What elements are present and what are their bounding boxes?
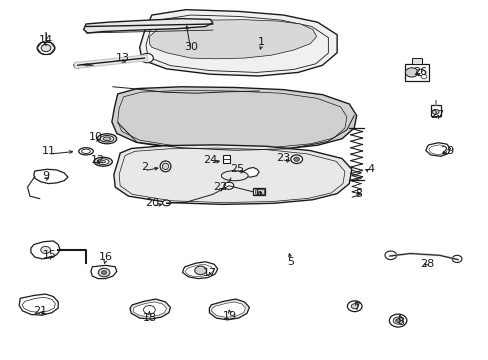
Polygon shape xyxy=(34,169,68,184)
Ellipse shape xyxy=(79,148,93,155)
Polygon shape xyxy=(114,145,351,204)
Ellipse shape xyxy=(94,157,112,166)
Bar xyxy=(223,155,229,163)
Ellipse shape xyxy=(160,161,170,172)
Text: 8: 8 xyxy=(396,317,403,327)
Polygon shape xyxy=(133,302,166,317)
Text: 15: 15 xyxy=(42,250,56,260)
Circle shape xyxy=(290,155,302,163)
Circle shape xyxy=(194,266,206,275)
Circle shape xyxy=(420,75,426,79)
Ellipse shape xyxy=(97,159,109,165)
Circle shape xyxy=(388,314,406,327)
Polygon shape xyxy=(184,264,213,277)
Polygon shape xyxy=(130,299,170,319)
Polygon shape xyxy=(425,143,449,156)
Polygon shape xyxy=(118,90,346,148)
Circle shape xyxy=(431,109,438,114)
Circle shape xyxy=(143,306,155,314)
Text: 12: 12 xyxy=(91,155,105,165)
Text: 17: 17 xyxy=(203,268,217,278)
Text: 30: 30 xyxy=(183,42,198,52)
Text: 3: 3 xyxy=(355,189,362,199)
Circle shape xyxy=(416,69,425,76)
Circle shape xyxy=(102,271,106,274)
Circle shape xyxy=(384,251,396,260)
Text: 16: 16 xyxy=(98,252,112,262)
Circle shape xyxy=(41,44,51,51)
Ellipse shape xyxy=(97,134,117,144)
Circle shape xyxy=(224,182,233,189)
Text: 10: 10 xyxy=(89,132,102,142)
Text: 25: 25 xyxy=(230,164,244,174)
Polygon shape xyxy=(22,297,55,312)
Bar xyxy=(411,58,421,64)
Circle shape xyxy=(350,304,357,309)
Polygon shape xyxy=(211,302,245,318)
Text: 28: 28 xyxy=(419,259,434,269)
Bar xyxy=(254,189,264,194)
Text: 21: 21 xyxy=(34,306,48,316)
Text: 11: 11 xyxy=(41,146,55,156)
Text: 18: 18 xyxy=(142,313,156,323)
Text: 29: 29 xyxy=(439,146,453,156)
Text: 23: 23 xyxy=(276,153,290,163)
Text: 4: 4 xyxy=(367,164,374,174)
Ellipse shape xyxy=(81,149,90,153)
Text: 24: 24 xyxy=(203,155,217,165)
Text: 2: 2 xyxy=(141,162,148,172)
Polygon shape xyxy=(209,299,249,320)
Text: 14: 14 xyxy=(39,35,53,45)
Circle shape xyxy=(293,157,299,161)
Circle shape xyxy=(451,255,461,262)
Polygon shape xyxy=(182,262,217,279)
Polygon shape xyxy=(146,15,328,72)
Bar xyxy=(405,64,428,81)
Circle shape xyxy=(41,246,50,253)
Ellipse shape xyxy=(103,137,111,140)
Polygon shape xyxy=(83,19,212,33)
Polygon shape xyxy=(140,10,336,76)
Ellipse shape xyxy=(221,171,247,181)
Ellipse shape xyxy=(162,163,168,170)
Text: 7: 7 xyxy=(352,302,360,312)
Text: 22: 22 xyxy=(213,182,227,192)
Polygon shape xyxy=(119,148,344,203)
Text: 19: 19 xyxy=(223,311,237,321)
Circle shape xyxy=(141,53,153,63)
Polygon shape xyxy=(19,294,58,315)
Circle shape xyxy=(37,41,55,54)
Circle shape xyxy=(395,319,400,322)
Text: 9: 9 xyxy=(42,171,49,181)
Polygon shape xyxy=(149,20,316,59)
Circle shape xyxy=(346,301,361,312)
Ellipse shape xyxy=(101,161,105,163)
Text: 6: 6 xyxy=(255,188,262,198)
Circle shape xyxy=(74,62,81,68)
Polygon shape xyxy=(112,87,356,150)
Bar xyxy=(253,188,265,195)
Polygon shape xyxy=(91,265,117,279)
Polygon shape xyxy=(31,241,60,259)
Text: 27: 27 xyxy=(429,111,443,121)
Ellipse shape xyxy=(100,135,114,142)
Polygon shape xyxy=(242,167,259,177)
Text: 1: 1 xyxy=(258,37,264,47)
Circle shape xyxy=(162,200,170,206)
Text: 5: 5 xyxy=(287,257,294,267)
Circle shape xyxy=(405,68,417,77)
Text: 26: 26 xyxy=(412,67,426,77)
Text: 13: 13 xyxy=(115,53,129,63)
Circle shape xyxy=(98,268,110,277)
Polygon shape xyxy=(428,145,447,155)
Circle shape xyxy=(392,317,402,324)
Text: 20: 20 xyxy=(144,198,159,208)
Bar xyxy=(430,105,440,116)
